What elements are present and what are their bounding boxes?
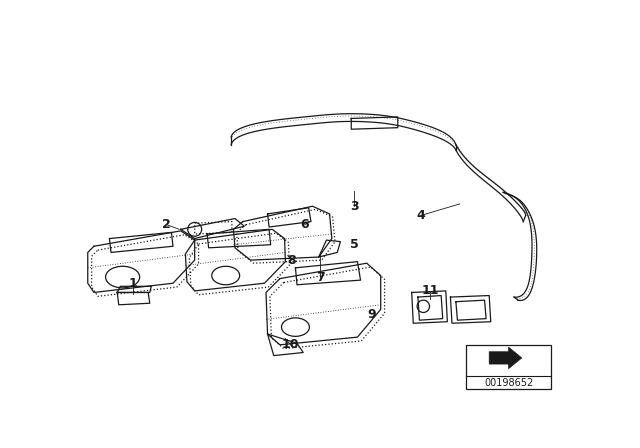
Text: 8: 8 xyxy=(287,254,296,267)
Text: 3: 3 xyxy=(350,200,358,213)
Text: 4: 4 xyxy=(417,209,426,222)
Text: 5: 5 xyxy=(350,238,359,251)
Text: 00198652: 00198652 xyxy=(484,378,533,388)
Text: 9: 9 xyxy=(368,307,376,320)
Text: 11: 11 xyxy=(422,284,439,297)
Text: 6: 6 xyxy=(300,218,309,231)
Text: 1: 1 xyxy=(129,277,137,290)
Text: 7: 7 xyxy=(316,271,324,284)
Text: 10: 10 xyxy=(282,338,300,351)
Bar xyxy=(466,345,551,389)
Text: 2: 2 xyxy=(163,218,171,231)
Polygon shape xyxy=(489,347,522,369)
